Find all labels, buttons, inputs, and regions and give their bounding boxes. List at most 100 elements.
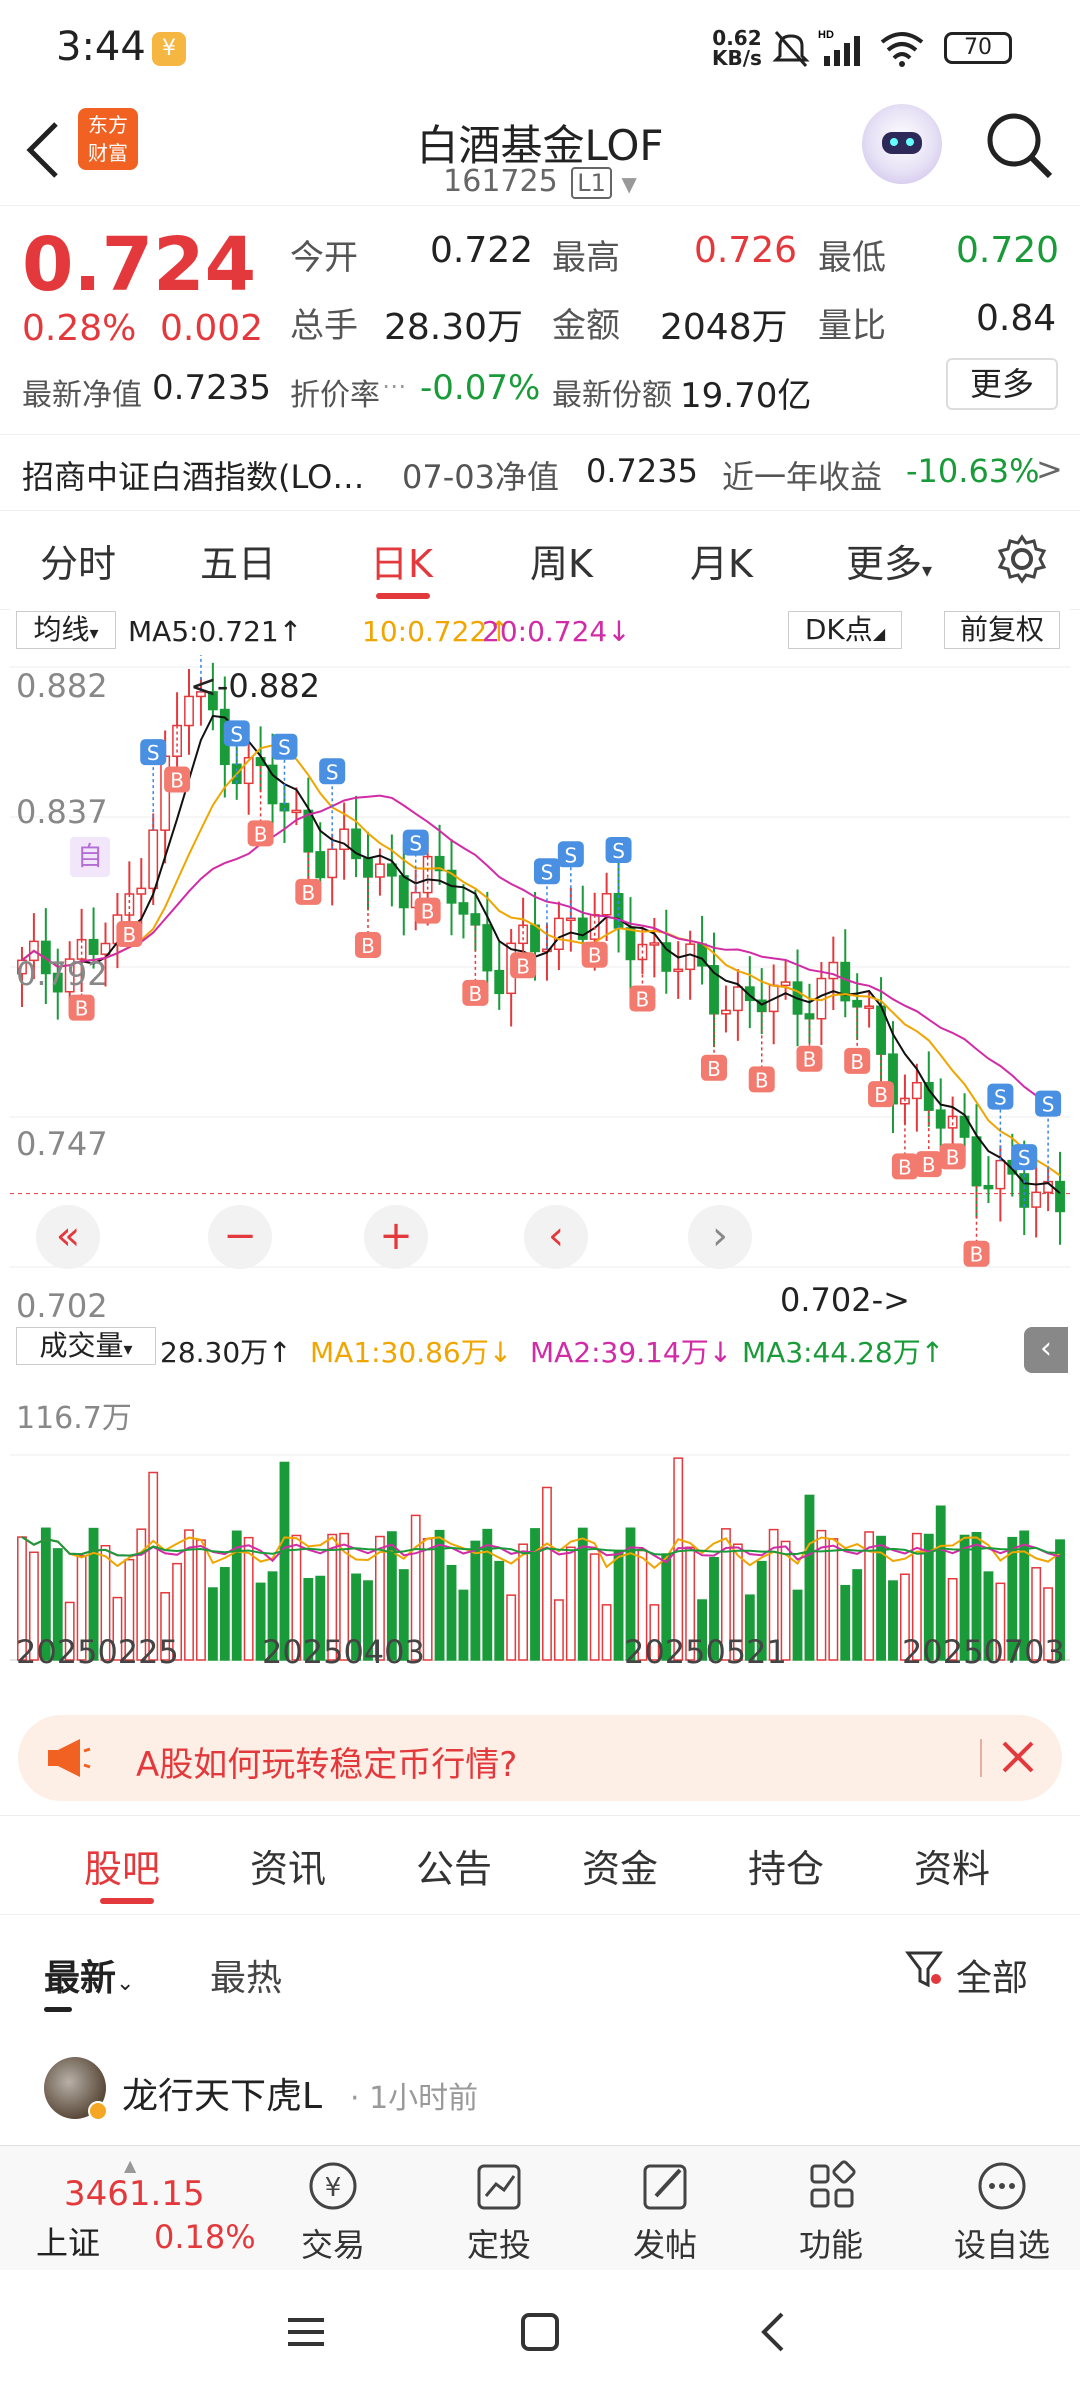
min-price-annotation: 0.702-> — [780, 1281, 910, 1319]
candle-body — [458, 902, 469, 915]
tab-holdings[interactable]: 持仓 — [748, 1847, 825, 1891]
level-dropdown-icon[interactable]: ▼ — [621, 172, 637, 196]
post-username[interactable]: 龙行天下虎L — [122, 2076, 323, 2117]
edit-icon — [643, 2164, 687, 2210]
sort-newest[interactable]: 最新⌄ — [44, 1958, 135, 1999]
tab-news[interactable]: 资讯 — [250, 1847, 327, 1891]
index-name: 上证 — [36, 2224, 101, 2262]
info-icon[interactable]: ⋯ — [382, 372, 406, 400]
home-icon[interactable] — [518, 2310, 562, 2358]
more-button[interactable]: 更多 — [946, 358, 1058, 410]
candle-body — [374, 863, 385, 878]
yen-cycle-icon: ¥ — [309, 2162, 357, 2210]
chart-calendar-icon — [477, 2164, 521, 2210]
adjust-mode-selector[interactable]: 前复权 — [944, 611, 1060, 649]
zoom-in-button[interactable]: + — [364, 1205, 428, 1269]
nav-post[interactable]: 发帖 — [610, 2156, 720, 2266]
vol-ma2-value: MA2:39.14万↓ — [530, 1336, 733, 1369]
volume-bar — [577, 1527, 588, 1661]
sell-signal-marker — [533, 858, 560, 885]
search-icon[interactable] — [982, 104, 1056, 188]
candle-body — [207, 691, 218, 711]
volume-bar — [267, 1571, 278, 1661]
volume-bar — [589, 1553, 600, 1661]
low-label: 最低 — [818, 238, 886, 278]
filter-all[interactable]: 全部 — [956, 1958, 1029, 1999]
tab-monthly-k[interactable]: 月K — [690, 542, 753, 586]
volume-bar — [351, 1573, 361, 1661]
signal-letter: S — [147, 741, 160, 765]
tab-five-day[interactable]: 五日 — [200, 542, 277, 586]
date-axis-label: 20250403 — [262, 1633, 425, 1671]
yearly-return-label: 近一年收益 — [722, 458, 883, 496]
volume-bar — [339, 1532, 350, 1661]
volume-bar — [1043, 1587, 1054, 1661]
volume-bar — [231, 1530, 242, 1661]
back-nav-icon[interactable] — [752, 2310, 796, 2358]
zoom-out-button[interactable]: − — [208, 1205, 272, 1269]
volume-bar — [983, 1571, 994, 1661]
tab-guba[interactable]: 股吧 — [84, 1847, 161, 1891]
price-axis-label: 0.882 — [16, 667, 108, 705]
ma20-line — [21, 794, 1061, 1117]
ma-selector[interactable]: 均线▾ — [16, 611, 116, 649]
high-label: 最高 — [552, 238, 620, 278]
candle-body — [494, 969, 505, 995]
settings-gear-icon[interactable] — [996, 533, 1048, 589]
candle-body — [351, 828, 361, 860]
promo-banner[interactable]: A股如何玩转稳定币行情? — [18, 1715, 1062, 1801]
nav-auto-invest[interactable]: 定投 — [444, 2156, 554, 2266]
divider — [980, 1739, 982, 1777]
sell-signal-marker — [605, 836, 632, 863]
tab-more[interactable]: 更多▾ — [846, 542, 933, 586]
dk-point-selector[interactable]: DK点◢ — [788, 611, 902, 649]
tab-intraday[interactable]: 分时 — [40, 542, 117, 586]
nav-add-watchlist[interactable]: 设自选 — [942, 2156, 1062, 2266]
volume-bar — [673, 1457, 684, 1661]
sell-signal-marker — [319, 758, 346, 785]
close-icon[interactable] — [996, 1735, 1040, 1783]
tab-announcements[interactable]: 公告 — [416, 1847, 493, 1891]
vol-ma3-value: MA3:44.28万↑ — [742, 1336, 945, 1369]
candle-body — [721, 1009, 731, 1015]
tab-daily-k[interactable]: 日K — [370, 542, 433, 586]
candle-body — [935, 1109, 946, 1129]
index-ticker[interactable]: 3461.15 上证 0.18% ▲ — [24, 2146, 256, 2271]
volume-bar — [136, 1528, 147, 1661]
volume-bar — [971, 1531, 982, 1661]
menu-icon[interactable] — [284, 2310, 328, 2358]
sort-hottest[interactable]: 最热 — [210, 1958, 283, 1999]
tab-weekly-k[interactable]: 周K — [530, 542, 593, 586]
scroll-right-button[interactable]: › — [688, 1205, 752, 1269]
signal-letter: S — [541, 860, 554, 884]
candle-body — [732, 986, 743, 1012]
filter-icon[interactable] — [904, 1947, 944, 1995]
signal-letter: B — [469, 982, 483, 1006]
volume-bar — [17, 1536, 27, 1661]
collapse-panel-button[interactable]: ‹ — [1024, 1327, 1068, 1373]
scroll-left-button[interactable]: ‹ — [524, 1205, 588, 1269]
scroll-left-fast-button[interactable]: « — [36, 1205, 100, 1269]
nav-functions[interactable]: 功能 — [776, 2156, 886, 2266]
chevron-right-icon[interactable]: > — [1036, 450, 1063, 488]
volume-value: 28.30万↑ — [160, 1336, 292, 1369]
tab-profile[interactable]: 资料 — [914, 1847, 991, 1891]
volume-bar — [446, 1564, 457, 1661]
back-button[interactable] — [18, 110, 68, 194]
candle-body — [315, 851, 326, 879]
volume-bar — [613, 1549, 624, 1661]
candle-body — [828, 961, 839, 980]
signal-letter: B — [922, 1153, 936, 1177]
nav-trade[interactable]: ¥ 交易 — [278, 2156, 388, 2266]
candle-body — [661, 942, 672, 972]
signal-letter: B — [122, 923, 136, 947]
volume-bar — [76, 1555, 87, 1661]
volume-indicator-selector[interactable]: 成交量▾ — [16, 1327, 156, 1365]
volume-bar — [196, 1539, 206, 1661]
buy-signal-marker — [748, 1066, 775, 1093]
candle-body — [327, 848, 338, 879]
tracked-index[interactable]: 招商中证白酒指数(LO… — [22, 458, 365, 496]
assistant-avatar-icon[interactable] — [862, 104, 942, 184]
tab-funds[interactable]: 资金 — [582, 1847, 659, 1891]
volume-bar — [995, 1582, 1006, 1661]
